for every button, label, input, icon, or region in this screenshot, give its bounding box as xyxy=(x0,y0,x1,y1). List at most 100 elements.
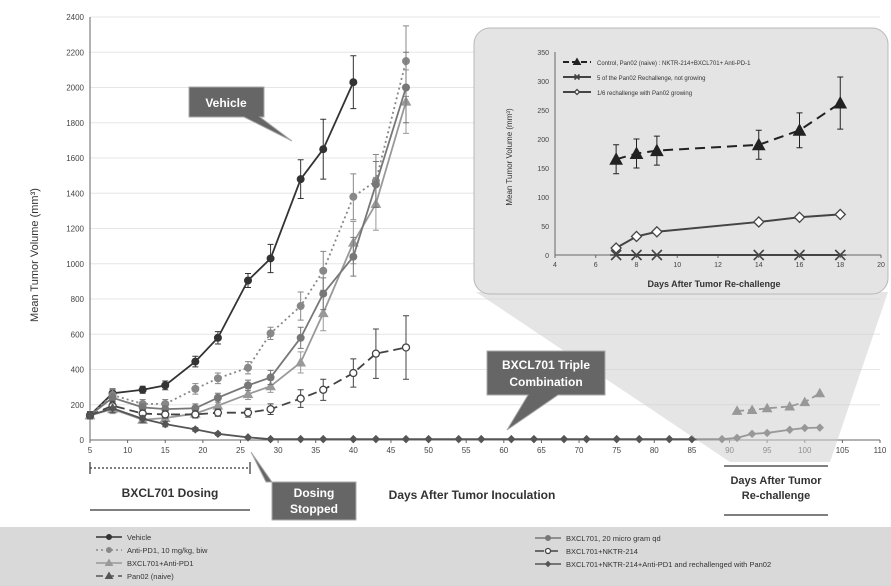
main-data-point xyxy=(213,374,222,383)
main-data-point xyxy=(402,83,410,92)
main-x-tick-label: 75 xyxy=(612,446,621,455)
inset-data-point xyxy=(630,249,643,261)
main-data-point xyxy=(243,433,253,442)
main-data-point xyxy=(213,429,223,439)
main-data-point xyxy=(296,175,305,184)
dosing-period-bracket: BXCL701 Dosing xyxy=(89,462,251,511)
inset-data-point xyxy=(834,208,847,221)
inset-x-tick-label: 6 xyxy=(594,262,598,269)
main-data-point xyxy=(191,410,200,419)
triple-combination-callout: BXCL701 Triple Combination xyxy=(486,350,606,431)
inset-legend-marker xyxy=(572,57,582,65)
dosing-stopped-callout: Dosing Stopped xyxy=(250,451,357,521)
main-x-tick-label: 5 xyxy=(88,446,93,455)
main-data-point xyxy=(244,363,252,372)
main-data-point xyxy=(371,180,380,189)
main-data-point xyxy=(85,411,95,420)
main-data-point xyxy=(161,410,170,419)
main-legend-marker xyxy=(544,560,552,568)
main-x-tick-label: 40 xyxy=(349,446,358,455)
main-data-point xyxy=(296,302,305,311)
main-x-tick-label: 80 xyxy=(650,446,659,455)
inset-y-tick-label: 150 xyxy=(537,166,549,173)
inset-data-point xyxy=(630,230,643,243)
main-legend-label: BXCL701+NKTR-214 xyxy=(566,547,638,556)
main-y-tick-label: 1600 xyxy=(66,154,84,163)
main-data-point xyxy=(243,408,253,417)
inset-y-tick-label: 250 xyxy=(537,108,549,115)
main-data-point xyxy=(213,408,223,417)
rechallenge-label-line1: Days After Tumor xyxy=(730,475,822,487)
main-x-tick-label: 35 xyxy=(311,446,320,455)
inset-legend-marker xyxy=(573,73,581,81)
main-y-tick-label: 200 xyxy=(71,401,85,410)
main-data-point xyxy=(319,266,328,275)
main-data-point xyxy=(265,380,276,391)
main-data-point xyxy=(582,434,591,444)
main-data-point xyxy=(454,434,463,444)
main-data-point xyxy=(317,307,329,318)
main-data-point xyxy=(559,434,569,444)
main-data-point xyxy=(319,385,328,394)
main-data-point xyxy=(161,381,170,390)
main-legend-marker xyxy=(104,558,114,566)
main-data-point xyxy=(665,434,674,444)
main-data-point xyxy=(371,434,381,444)
inset-legend-marker xyxy=(573,88,581,96)
dosing-callout-line2: Stopped xyxy=(290,502,338,516)
inset-data-point xyxy=(650,249,663,261)
inset-y-tick-label: 0 xyxy=(545,253,549,260)
main-legend-label: BXCL701+Anti-PD1 xyxy=(127,559,194,568)
inset-legend-label: 5 of the Pan02 Rechallenge, not growing xyxy=(597,76,705,82)
triple-callout-line1: BXCL701 Triple xyxy=(502,358,590,372)
main-data-point xyxy=(349,434,358,444)
main-data-point xyxy=(635,434,644,444)
main-y-tick-label: 400 xyxy=(71,366,85,375)
main-x-tick-label: 10 xyxy=(123,446,132,455)
inset-y-tick-label: 50 xyxy=(541,224,549,231)
inset-data-point xyxy=(610,242,623,254)
main-data-point xyxy=(213,333,222,342)
main-series-1 xyxy=(86,25,410,420)
main-y-tick-label: 2200 xyxy=(66,48,84,57)
main-data-point xyxy=(295,356,307,367)
main-data-point xyxy=(138,385,147,394)
main-legend: Vehicle Anti-PD1, 10 mg/kg, biw BXCL701+An… xyxy=(96,533,771,581)
main-series-line xyxy=(89,81,355,416)
inset-series-group xyxy=(609,76,848,261)
main-data-point xyxy=(507,434,516,444)
main-data-point xyxy=(349,368,358,378)
inset-x-tick-label: 10 xyxy=(673,262,681,269)
main-legend-marker xyxy=(106,534,112,540)
main-data-point xyxy=(477,434,486,444)
main-x-tick-label: 65 xyxy=(537,446,546,455)
inset-x-tick-label: 20 xyxy=(877,262,885,269)
main-data-point xyxy=(108,404,117,413)
main-data-point xyxy=(349,78,358,87)
main-y-tick-label: 600 xyxy=(71,330,85,339)
rechallenge-label-line2: Re-challenge xyxy=(742,490,810,502)
inset-series-1 xyxy=(610,249,847,261)
main-data-point xyxy=(138,414,147,424)
main-data-point xyxy=(349,192,358,201)
inset-data-point xyxy=(751,137,766,151)
main-data-point xyxy=(296,434,305,444)
main-data-point xyxy=(213,393,222,402)
main-data-point xyxy=(161,419,170,429)
inset-x-tick-label: 12 xyxy=(714,262,722,269)
main-x-tick-label: 105 xyxy=(836,446,850,455)
main-data-point xyxy=(191,425,200,434)
main-data-point xyxy=(108,393,117,402)
main-x-tick-label: 45 xyxy=(386,446,395,455)
inset-x-axis-label: Days After Tumor Re-challenge xyxy=(647,279,780,289)
inset-data-point xyxy=(792,123,807,136)
main-data-point xyxy=(244,381,252,390)
inset-x-tick-label: 14 xyxy=(755,262,763,269)
main-y-tick-label: 2400 xyxy=(66,13,84,22)
main-data-point xyxy=(244,276,252,285)
triple-callout-line2: Combination xyxy=(509,375,582,389)
inset-y-tick-label: 300 xyxy=(537,79,549,86)
inset-y-tick-label: 350 xyxy=(537,50,549,57)
main-y-tick-label: 1000 xyxy=(66,260,84,269)
main-data-point xyxy=(242,388,254,399)
